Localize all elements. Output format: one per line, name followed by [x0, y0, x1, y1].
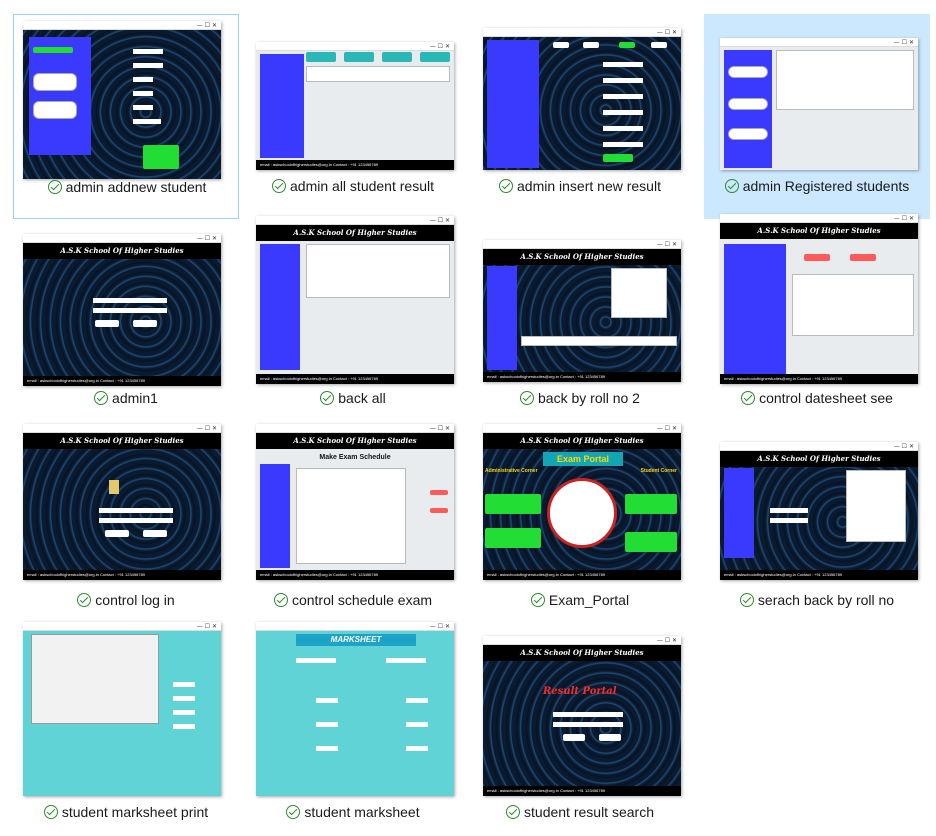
thumbnail: — ☐ ✕ A.S.K School Of Higher Studies Mak… [256, 424, 454, 580]
thumbnail: — ☐ ✕ A.S.K School Of Higher Studies ema… [720, 214, 918, 384]
file-item-control-schedule-exam[interactable]: — ☐ ✕ A.S.K School Of Higher Studies Mak… [240, 424, 466, 633]
file-item-control-datesheet-see[interactable]: — ☐ ✕ A.S.K School Of Higher Studies ema… [704, 214, 930, 431]
file-item-student-marksheet[interactable]: — ☐ ✕ MARKSHEET student marksheet [240, 622, 466, 836]
check-icon [520, 391, 535, 405]
thumbnail: — ☐ ✕ A.S.K School Of Higher Studies Exa… [483, 424, 681, 580]
file-name: serach back by roll no [704, 592, 930, 608]
thumbnail: — ☐ ✕ A.S.K School Of Higher Studies ema… [483, 240, 681, 382]
file-item-admin-addnew-student[interactable]: — ☐ ✕ admin addnew student [13, 14, 239, 219]
file-name: student marksheet print [13, 804, 239, 820]
file-name: admin1 [13, 390, 239, 406]
check-icon [320, 391, 335, 405]
thumbnail: — ☐ ✕ A.S.K School Of Higher Studies ema… [720, 442, 918, 580]
check-icon [43, 805, 58, 819]
check-icon [530, 593, 545, 607]
file-item-admin-insert-new-result[interactable]: — ☐ ✕ admin insert new result [467, 14, 693, 219]
thumbnail: — ☐ ✕ [483, 28, 681, 170]
thumbnail: — ☐ ✕ A.S.K School Of Higher Studies ema… [23, 234, 221, 386]
thumbnail: — ☐ ✕ [720, 38, 918, 170]
thumbnail: — ☐ ✕ email : askschoolofhigherstudies@o… [256, 42, 454, 170]
thumbnail: — ☐ ✕ [23, 622, 221, 796]
file-item-admin1[interactable]: — ☐ ✕ A.S.K School Of Higher Studies ema… [13, 226, 239, 431]
file-name: control datesheet see [704, 390, 930, 406]
file-name: control log in [13, 592, 239, 608]
file-name: student marksheet [240, 804, 466, 820]
file-name: admin all student result [240, 178, 466, 194]
file-item-admin-registered-students[interactable]: — ☐ ✕ admin Registered students [704, 14, 930, 219]
check-icon [741, 391, 756, 405]
school-logo [547, 478, 617, 548]
file-item-student-result-search[interactable]: — ☐ ✕ A.S.K School Of Higher Studies Res… [467, 636, 693, 836]
file-item-exam-portal[interactable]: — ☐ ✕ A.S.K School Of Higher Studies Exa… [467, 424, 693, 633]
check-icon [94, 391, 109, 405]
file-item-back-all[interactable]: — ☐ ✕ A.S.K School Of Higher Studies ema… [240, 216, 466, 431]
check-icon [286, 805, 301, 819]
check-icon [506, 805, 521, 819]
check-icon [499, 179, 514, 193]
file-name: back all [240, 390, 466, 406]
check-icon [47, 180, 62, 194]
check-icon [739, 593, 754, 607]
file-item-back-by-roll-no-2[interactable]: — ☐ ✕ A.S.K School Of Higher Studies ema… [467, 226, 693, 431]
key-icon [109, 480, 119, 494]
file-name: back by roll no 2 [467, 390, 693, 406]
thumbnail: — ☐ ✕ A.S.K School Of Higher Studies ema… [256, 216, 454, 384]
check-icon [724, 179, 739, 193]
check-icon [272, 179, 287, 193]
file-name: admin addnew student [14, 179, 240, 195]
print-dialog [31, 634, 159, 724]
check-icon [273, 593, 288, 607]
thumbnail: — ☐ ✕ [23, 21, 221, 179]
file-name: admin insert new result [467, 178, 693, 194]
file-item-serach-back-by-roll-no[interactable]: — ☐ ✕ A.S.K School Of Higher Studies ema… [704, 428, 930, 633]
thumbnail: — ☐ ✕ MARKSHEET [256, 622, 454, 796]
thumbnail: — ☐ ✕ A.S.K School Of Higher Studies Res… [483, 636, 681, 796]
file-item-student-marksheet-print[interactable]: — ☐ ✕ student marksheet print [13, 622, 239, 836]
file-name: Exam_Portal [467, 592, 693, 608]
check-icon [77, 593, 92, 607]
file-name: admin Registered students [704, 178, 930, 194]
file-item-admin-all-student-result[interactable]: — ☐ ✕ email : askschoolofhigherstudies@o… [240, 14, 466, 219]
file-name: student result search [467, 804, 693, 820]
thumbnail: — ☐ ✕ A.S.K School Of Higher Studies ema… [23, 424, 221, 580]
file-item-control-log-in[interactable]: — ☐ ✕ A.S.K School Of Higher Studies ema… [13, 424, 239, 633]
file-name: control schedule exam [240, 592, 466, 608]
